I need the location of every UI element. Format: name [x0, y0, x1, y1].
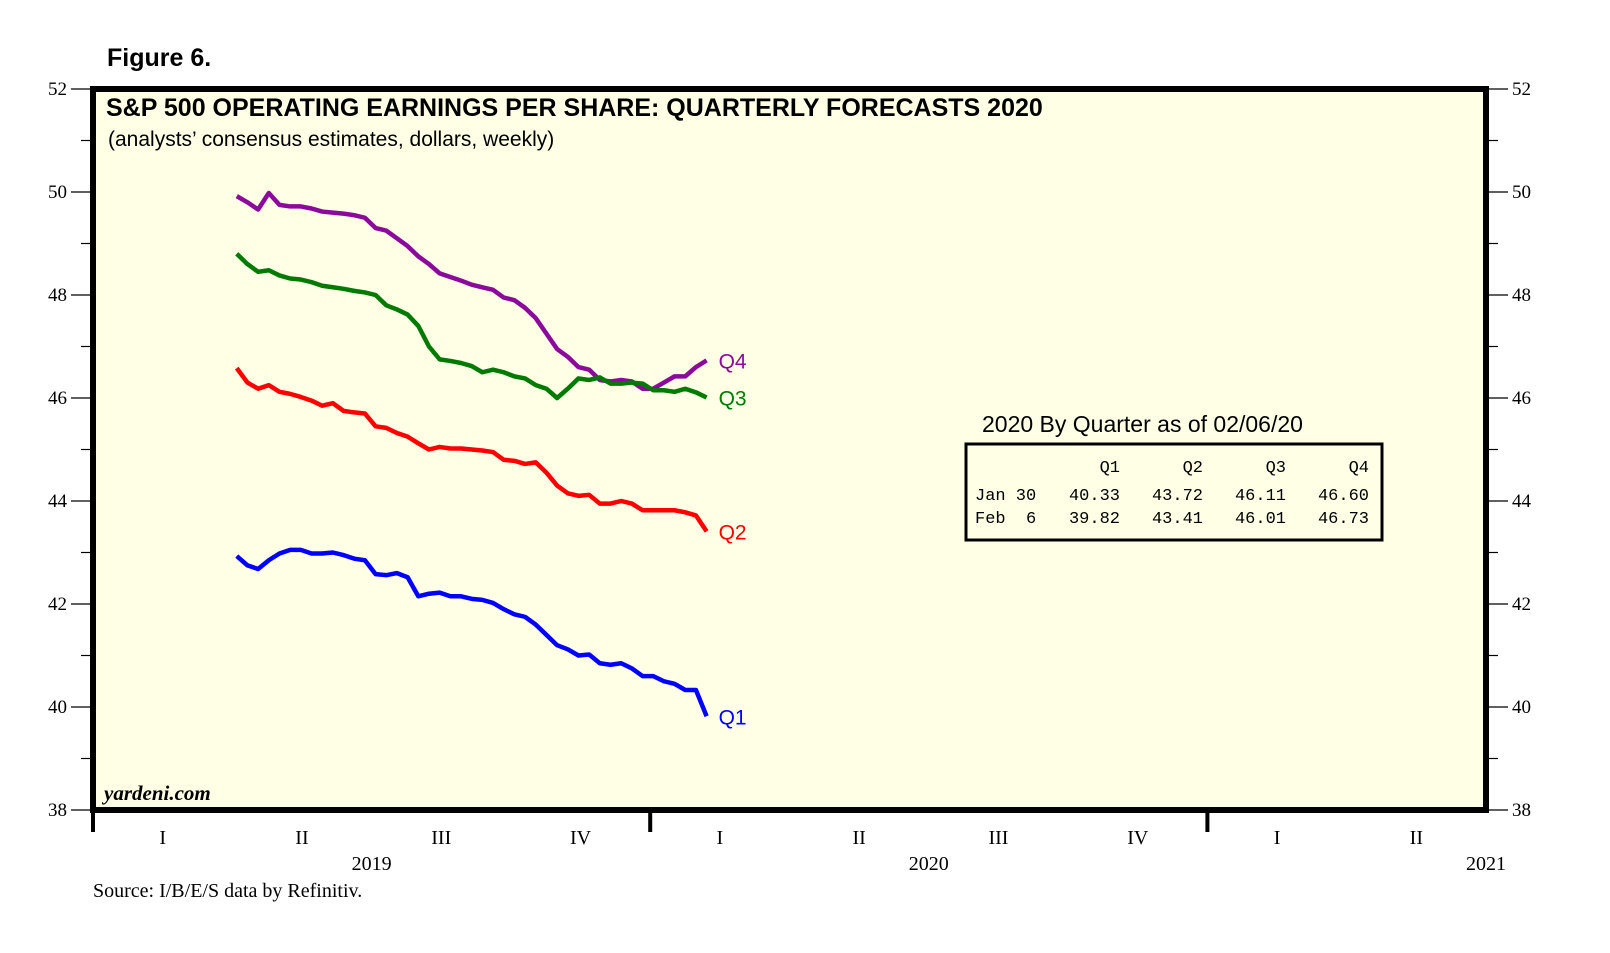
y-axis-right: 38 40 42 44 46 48 50 52	[1486, 79, 1532, 821]
summary-table-border	[964, 442, 1384, 542]
figure-label: Figure 6.	[107, 44, 212, 72]
chart-title: S&P 500 OPERATING EARNINGS PER SHARE: QU…	[106, 94, 1043, 122]
y-tick-label-right: 50	[1512, 182, 1531, 203]
series-label-q2: Q2	[719, 521, 747, 544]
y-tick-label-left: 48	[48, 285, 67, 306]
table-cell: 46.11	[1235, 487, 1286, 506]
series-line-q1	[235, 547, 709, 718]
y-tick-label-right: 38	[1512, 800, 1531, 821]
y-tick-label-right: 42	[1512, 594, 1531, 615]
x-quarter-label: III	[431, 827, 451, 849]
summary-table: 2020 By Quarter as of 02/06/20 Q1 Q2 Q3 Q4 J…	[964, 411, 1384, 542]
plot-border	[90, 86, 1489, 813]
table-header-cell: Q4	[1349, 459, 1369, 478]
table-header-cell: Q2	[1183, 459, 1203, 478]
x-quarter-label: I	[717, 827, 724, 849]
y-tick-label-left: 42	[48, 594, 67, 615]
series-label-q3: Q3	[719, 387, 747, 410]
y-tick-label-left: 44	[48, 491, 68, 512]
table-row-label: Jan 30	[975, 487, 1036, 506]
y-tick-label-left: 50	[48, 182, 67, 203]
table-cell: 43.41	[1152, 510, 1203, 529]
x-quarter-label: II	[295, 827, 308, 849]
x-quarter-label: IV	[1127, 827, 1149, 849]
x-quarter-label: II	[852, 827, 865, 849]
y-tick-label-right: 40	[1512, 697, 1531, 718]
table-header-cell: Q3	[1266, 459, 1286, 478]
table-cell: 46.60	[1318, 487, 1369, 506]
x-quarter-label: I	[1274, 827, 1281, 849]
y-tick-label-right: 52	[1512, 79, 1531, 100]
x-quarter-label: III	[988, 827, 1008, 849]
y-tick-label-right: 44	[1512, 491, 1532, 512]
series-line-q3	[235, 252, 708, 401]
plot-background	[93, 89, 1486, 810]
source-note: Source: I/B/E/S data by Refinitiv.	[93, 880, 362, 902]
summary-table-title: 2020 By Quarter as of 02/06/20	[982, 411, 1303, 437]
series-lines: Q4 Q3 Q2 Q1	[234, 190, 747, 729]
y-tick-label-right: 46	[1512, 388, 1531, 409]
table-row-label: Feb 6	[975, 510, 1036, 529]
y-tick-label-right: 48	[1512, 285, 1531, 306]
x-year-label: 2021	[1466, 853, 1506, 875]
table-cell: 39.82	[1069, 510, 1120, 529]
y-tick-label-left: 52	[48, 79, 67, 100]
series-line-q2	[234, 366, 709, 533]
x-quarter-label: II	[1410, 827, 1423, 849]
series-label-q4: Q4	[719, 350, 747, 373]
x-year-label: 2019	[352, 853, 392, 875]
table-header-cell: Q1	[1100, 459, 1120, 478]
table-cell: 46.01	[1235, 510, 1286, 529]
y-axis-left: 38 40 42 44 46 48 50 52	[48, 79, 93, 821]
y-tick-label-left: 38	[48, 800, 67, 821]
y-tick-label-left: 40	[48, 697, 67, 718]
table-cell: 46.73	[1318, 510, 1369, 529]
x-year-label: 2020	[909, 853, 949, 875]
series-label-q1: Q1	[719, 706, 747, 729]
brand-label: yardeni.com	[101, 781, 211, 805]
table-cell: 40.33	[1069, 487, 1120, 506]
chart-subtitle: (analysts’ consensus estimates, dollars,…	[108, 128, 554, 151]
table-cell: 43.72	[1152, 487, 1203, 506]
x-quarter-label: I	[159, 827, 166, 849]
y-tick-label-left: 46	[48, 388, 67, 409]
x-quarter-label: IV	[570, 827, 592, 849]
